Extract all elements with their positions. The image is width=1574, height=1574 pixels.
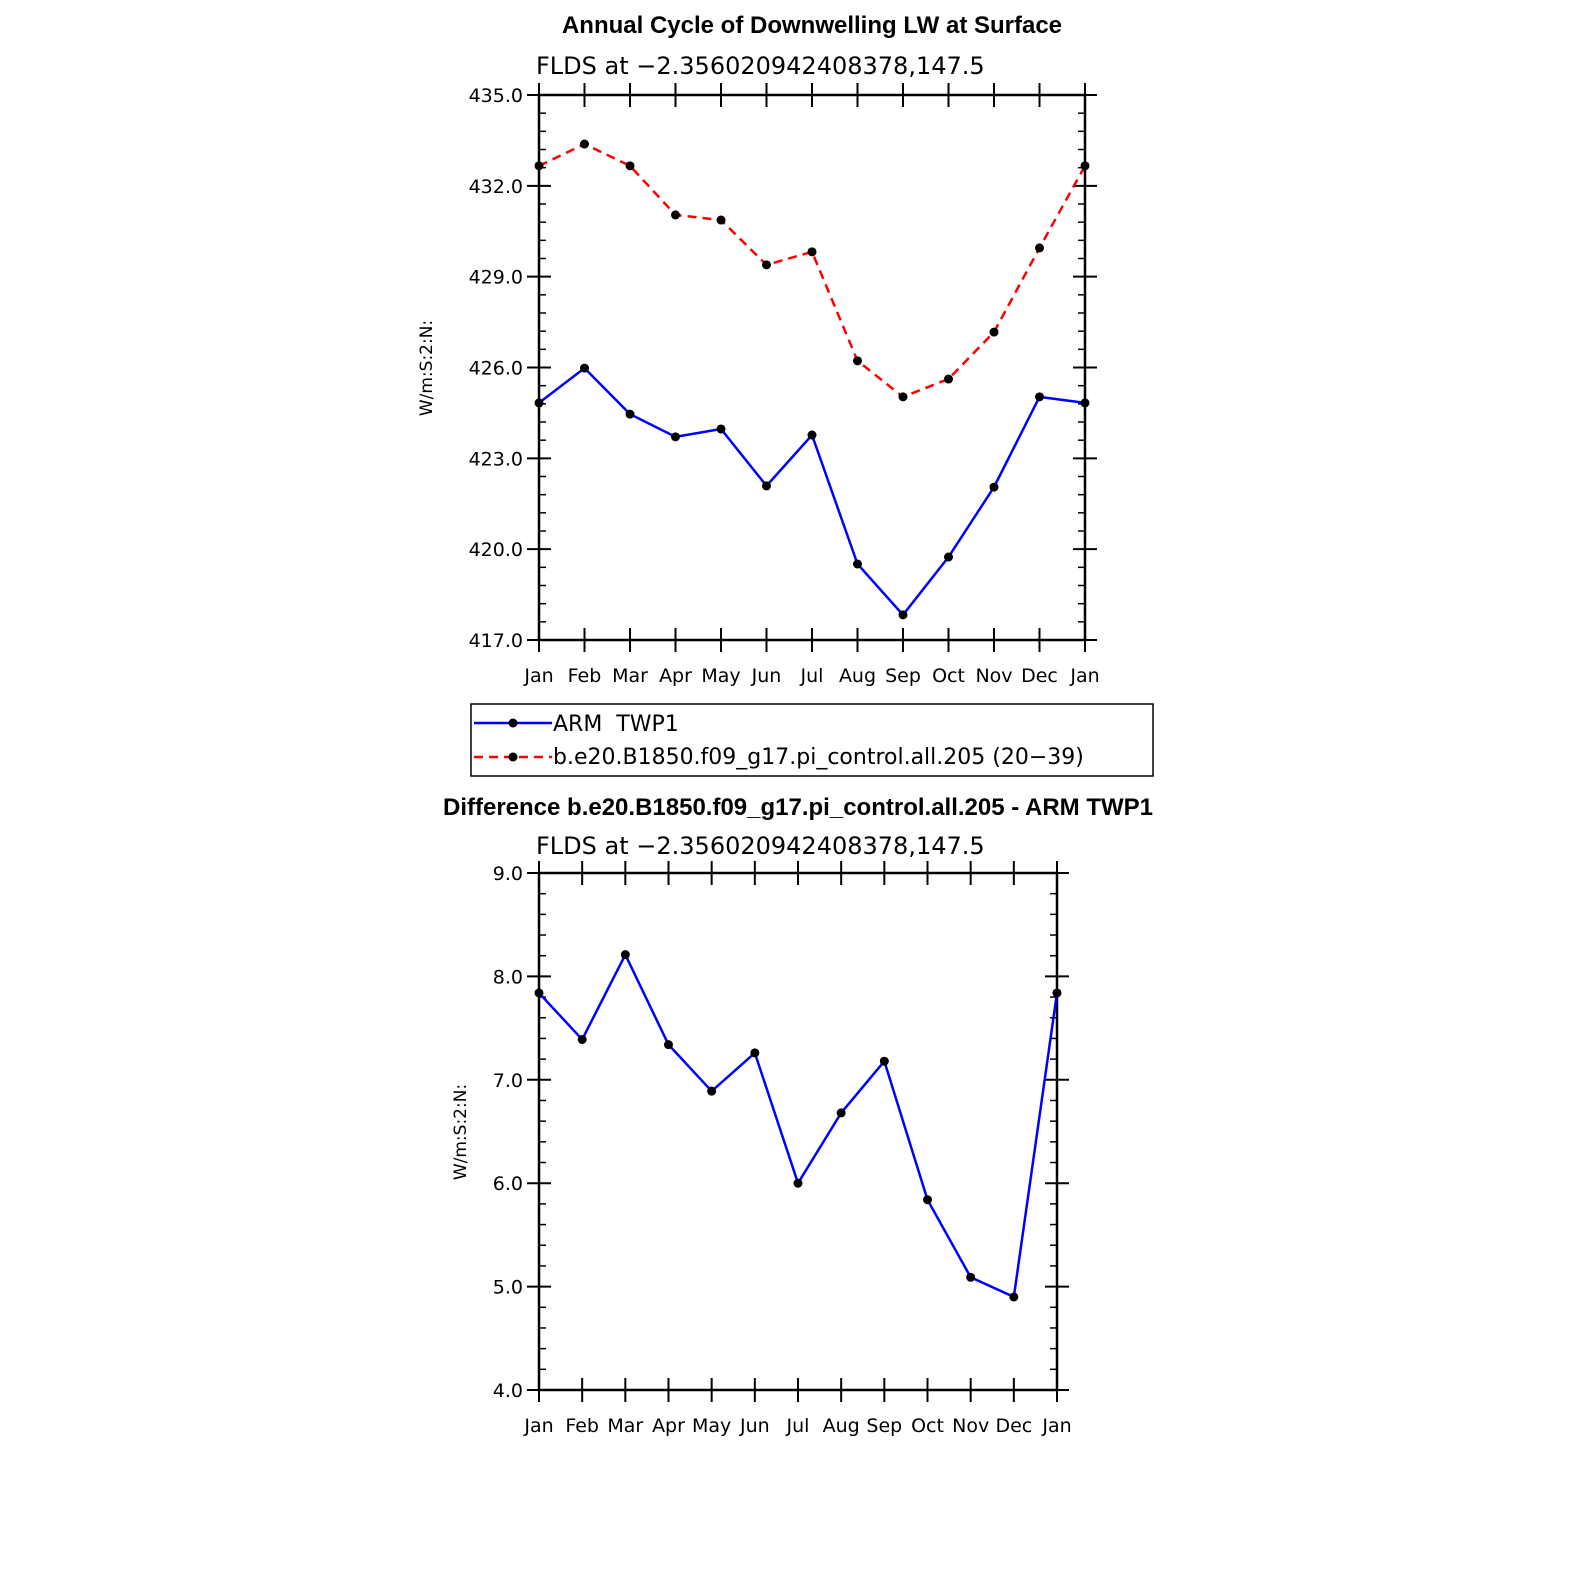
- data-point: [898, 392, 908, 402]
- y-tick-label: 9.0: [493, 863, 523, 885]
- data-point: [716, 424, 726, 434]
- data-point: [807, 430, 817, 440]
- x-tick-label: Aug: [823, 1415, 860, 1437]
- x-tick-label: May: [692, 1415, 731, 1437]
- x-tick-label: Apr: [659, 665, 692, 687]
- plot-frame: [537, 93, 1087, 642]
- data-point: [625, 161, 635, 171]
- data-point: [853, 559, 862, 569]
- data-point: [1052, 988, 1062, 998]
- data-point: [807, 247, 817, 257]
- y-tick-label: 429.0: [469, 267, 523, 289]
- x-tick-label: Apr: [652, 1415, 685, 1437]
- x-tick-label: Jun: [739, 1415, 770, 1437]
- chart1-title: Annual Cycle of Downwelling LW at Surfac…: [562, 12, 1062, 39]
- series-line-0: [538, 366, 1086, 617]
- y-tick-label: 7.0: [493, 1070, 523, 1092]
- y-tick-label: 435.0: [469, 85, 523, 107]
- data-point: [853, 356, 862, 366]
- chart2-subtitle: FLDS at −2.356020942408378,147.5: [536, 832, 985, 860]
- data-point: [966, 1272, 976, 1282]
- data-point: [664, 1040, 673, 1050]
- data-point: [989, 482, 999, 492]
- plot-frame: [537, 871, 1059, 1392]
- x-tick-label: Mar: [607, 1415, 643, 1437]
- data-point: [1080, 398, 1090, 408]
- x-tick-label: Jan: [1041, 1415, 1071, 1437]
- data-point: [534, 398, 544, 408]
- data-point: [580, 139, 589, 149]
- x-tick-label: Nov: [952, 1415, 989, 1437]
- data-point: [989, 327, 999, 337]
- data-point: [944, 374, 953, 384]
- x-tick-label: Oct: [932, 665, 965, 687]
- data-point: [1035, 392, 1044, 402]
- data-point: [923, 1195, 932, 1205]
- x-tick-label: Mar: [612, 665, 648, 687]
- y-tick-label: 8.0: [493, 966, 523, 988]
- data-point: [750, 1048, 760, 1058]
- chart2-ylabel: W/m:S:2:N:: [451, 1084, 471, 1180]
- data-point: [1080, 161, 1090, 171]
- data-point: [534, 988, 544, 998]
- data-point: [762, 481, 771, 491]
- data-point: [707, 1086, 717, 1096]
- data-point: [716, 215, 726, 225]
- data-point: [580, 363, 589, 373]
- data-point: [793, 1178, 803, 1188]
- x-tick-label: Sep: [885, 665, 921, 687]
- x-tick-label: Nov: [975, 665, 1012, 687]
- chart1-subtitle: FLDS at −2.356020942408378,147.5: [536, 52, 985, 80]
- x-tick-label: Jan: [523, 665, 553, 687]
- data-point: [671, 210, 680, 220]
- data-point: [534, 161, 544, 171]
- data-point: [1009, 1292, 1019, 1302]
- data-point: [577, 1034, 587, 1044]
- x-tick-label: Dec: [1021, 665, 1058, 687]
- y-tick-label: 4.0: [493, 1380, 523, 1402]
- series-line-1: [538, 142, 1087, 399]
- y-tick-label: 6.0: [493, 1173, 523, 1195]
- x-tick-label: Feb: [565, 1415, 599, 1437]
- y-tick-label: 5.0: [493, 1277, 523, 1299]
- data-point: [625, 409, 635, 419]
- x-tick-label: Jan: [523, 1415, 553, 1437]
- series-line-0: [538, 951, 1059, 1299]
- legend: ARM TWP1 b.e20.B1850.f09_g17.pi_control.…: [470, 703, 1154, 777]
- x-tick-label: Jun: [751, 665, 782, 687]
- y-tick-label: 417.0: [469, 630, 523, 652]
- x-tick-label: Feb: [568, 665, 602, 687]
- x-tick-label: Jan: [1069, 665, 1099, 687]
- legend-label-model: b.e20.B1850.f09_g17.pi_control.all.205 (…: [553, 745, 1084, 770]
- data-point: [762, 260, 771, 270]
- x-tick-label: May: [701, 665, 740, 687]
- data-point: [898, 610, 908, 620]
- chart1-ylabel: W/m:S:2:N:: [417, 320, 437, 416]
- data-point: [620, 950, 630, 960]
- legend-marker-model: [508, 752, 518, 762]
- x-tick-label: Jul: [800, 665, 824, 687]
- data-point: [671, 432, 680, 442]
- y-tick-label: 432.0: [469, 176, 523, 198]
- y-tick-label: 426.0: [469, 358, 523, 380]
- x-tick-label: Jul: [786, 1415, 810, 1437]
- y-tick-label: 423.0: [469, 448, 523, 470]
- x-tick-label: Dec: [995, 1415, 1032, 1437]
- chart2-title: Difference b.e20.B1850.f09_g17.pi_contro…: [443, 794, 1153, 821]
- data-point: [944, 552, 953, 562]
- legend-marker-arm: [508, 718, 518, 728]
- chart2-plot: Jan Feb Mar Apr May Jun Jul Aug Sep Oct Nov Dec Jan4…: [493, 861, 1072, 1437]
- y-tick-label: 420.0: [469, 539, 523, 561]
- chart1-plot: Jan Feb Mar Apr May Jun Jul Aug Sep Oct Nov Dec Jan4…: [469, 83, 1100, 687]
- data-point: [836, 1108, 846, 1118]
- x-tick-label: Aug: [839, 665, 876, 687]
- x-tick-label: Oct: [911, 1415, 944, 1437]
- data-point: [1035, 243, 1044, 253]
- x-tick-label: Sep: [866, 1415, 902, 1437]
- data-point: [879, 1056, 889, 1066]
- legend-label-arm: ARM TWP1: [553, 712, 679, 737]
